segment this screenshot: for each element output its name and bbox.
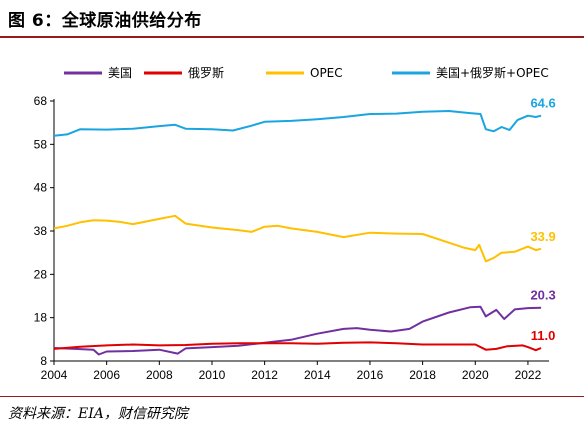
- x-tick-label: 2016: [357, 368, 384, 382]
- legend-label: OPEC: [310, 66, 343, 80]
- x-tick-label: 2006: [93, 368, 120, 382]
- series-line: [53, 305, 542, 356]
- legend-label: 美国+俄罗斯+OPEC: [436, 66, 549, 80]
- series-line: [53, 214, 542, 263]
- source-note: 资料来源：EIA，财信研究院: [8, 406, 188, 422]
- y-tick-label: 68: [34, 94, 48, 108]
- x-tick-label: 2008: [146, 368, 173, 382]
- x-tick-label: 2012: [251, 368, 278, 382]
- source-divider: [0, 396, 584, 397]
- series-line: [53, 110, 542, 137]
- x-tick-label: 2004: [41, 368, 68, 382]
- title-divider: [0, 36, 584, 38]
- x-tick-label: 2010: [199, 368, 226, 382]
- legend-label: 美国: [108, 66, 132, 80]
- x-tick-label: 2018: [409, 368, 436, 382]
- x-tick-label: 2020: [462, 368, 489, 382]
- y-tick-label: 58: [34, 137, 48, 151]
- y-tick-label: 48: [34, 181, 48, 195]
- series-end-label: 64.6: [530, 96, 555, 111]
- x-tick-label: 2014: [304, 368, 331, 382]
- series-end-label: 11.0: [531, 328, 556, 343]
- series-end-label: 33.9: [530, 229, 555, 244]
- legend-label: 俄罗斯: [188, 66, 224, 80]
- y-tick-label: 18: [34, 311, 48, 325]
- x-tick-label: 2022: [515, 368, 542, 382]
- y-tick-label: 28: [34, 267, 48, 281]
- series-end-label: 20.3: [530, 288, 555, 303]
- y-tick-label: 38: [34, 224, 48, 238]
- y-tick-label: 8: [40, 354, 47, 368]
- series-line: [53, 341, 542, 352]
- page-title: 图 6：全球原油供给分布: [8, 11, 202, 31]
